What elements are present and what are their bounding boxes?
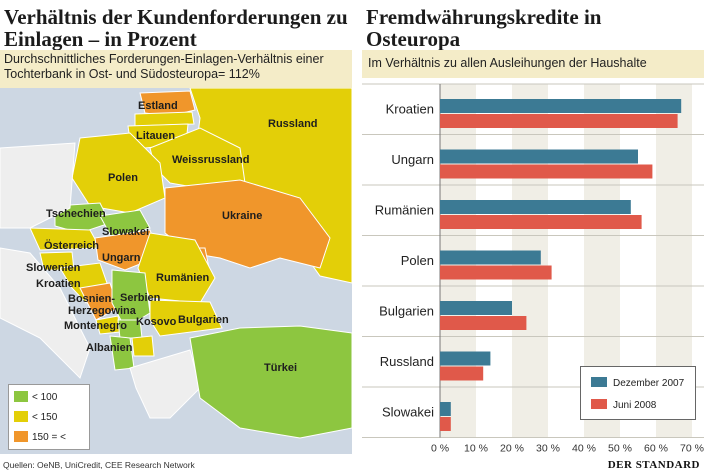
legend-swatch [14, 411, 28, 422]
x-tick-label: 10 % [464, 443, 488, 455]
label-weissrussland: Weissrussland [172, 154, 250, 166]
chart-subtitle: Im Verhältnis zu allen Ausleihungen der … [362, 50, 704, 78]
category-label: Rumänien [375, 202, 434, 217]
label-ukraine: Ukraine [222, 210, 263, 222]
x-tick-label: 0 % [431, 443, 449, 455]
legend-item-mid: < 150 [14, 411, 57, 423]
label-albanien: Albanien [86, 342, 133, 354]
label-kroatien: Kroatien [36, 278, 81, 290]
x-tick-label: 30 % [536, 443, 560, 455]
category-label: Polen [401, 253, 434, 268]
bar-2007 [440, 301, 512, 315]
bar-2007 [440, 351, 491, 366]
chart-legend-item-2008: Juni 2008 [591, 399, 656, 411]
label-oesterreich: Österreich [44, 240, 100, 252]
map-title: Verhältnis der Kundenforderungen zu Einl… [4, 5, 348, 51]
bar-2008 [440, 417, 451, 431]
map-legend: < 100 < 150 150 = < [8, 384, 90, 450]
bar-2007 [440, 250, 541, 265]
chart-legend: Dezember 2007 Juni 2008 [580, 366, 696, 420]
bar-2008 [440, 366, 484, 381]
legend-swatch [591, 399, 607, 409]
chart-title: Fremdwährungskredite in Osteuropa [366, 5, 602, 51]
category-label: Bulgarien [379, 303, 434, 318]
bar-2008 [440, 164, 653, 179]
legend-item-high: 150 = < [14, 431, 66, 443]
europe-map: Estland Litauen Russland Weissrussland P… [0, 88, 352, 454]
legend-swatch [14, 391, 28, 402]
x-tick-label: 60 % [644, 443, 668, 455]
label-polen: Polen [108, 172, 138, 184]
source-note: Quellen: OeNB, UniCredit, CEE Research N… [3, 460, 195, 470]
x-tick-label: 50 % [608, 443, 632, 455]
bar-2008 [440, 215, 642, 229]
label-estland: Estland [138, 100, 178, 112]
bar-2008 [440, 265, 552, 280]
map-subtitle: Durchschnittliches Forderungen-Einlagen-… [0, 50, 352, 88]
label-serbien: Serbien [120, 292, 161, 304]
chart-legend-item-2007: Dezember 2007 [591, 377, 684, 389]
label-russland: Russland [268, 118, 318, 130]
label-tuerkei: Türkei [264, 362, 298, 374]
legend-swatch [591, 377, 607, 387]
bar-2008 [440, 114, 678, 128]
label-kosovo: Kosovo [136, 316, 177, 328]
bar-2007 [440, 200, 631, 214]
bar-2008 [440, 316, 527, 330]
map-shapes [0, 88, 352, 454]
category-label: Slowakei [382, 404, 434, 419]
category-label: Russland [380, 354, 434, 369]
category-label: Kroatien [386, 101, 434, 116]
label-ungarn: Ungarn [102, 252, 141, 264]
legend-item-low: < 100 [14, 391, 57, 403]
bar-2007 [440, 99, 682, 113]
label-bosnien: Bosnien-Herzegowina [68, 293, 136, 317]
label-slowakei: Slowakei [102, 226, 150, 238]
legend-swatch [14, 431, 28, 442]
x-tick-label: 70 % [680, 443, 704, 455]
label-litauen: Litauen [136, 130, 176, 142]
label-tschechien: Tschechien [46, 208, 106, 220]
label-slowenien: Slowenien [26, 262, 81, 274]
grid-band [548, 84, 584, 438]
bar-2007 [440, 402, 451, 416]
label-rumaenien: Rumänien [156, 272, 210, 284]
bar-2007 [440, 149, 638, 164]
x-tick-label: 40 % [572, 443, 596, 455]
x-tick-label: 20 % [500, 443, 524, 455]
label-bulgarien: Bulgarien [178, 314, 229, 326]
label-montenegro: Montenegro [64, 320, 127, 332]
category-label: Ungarn [391, 152, 434, 167]
brand-logo: DER STANDARD [607, 459, 700, 471]
